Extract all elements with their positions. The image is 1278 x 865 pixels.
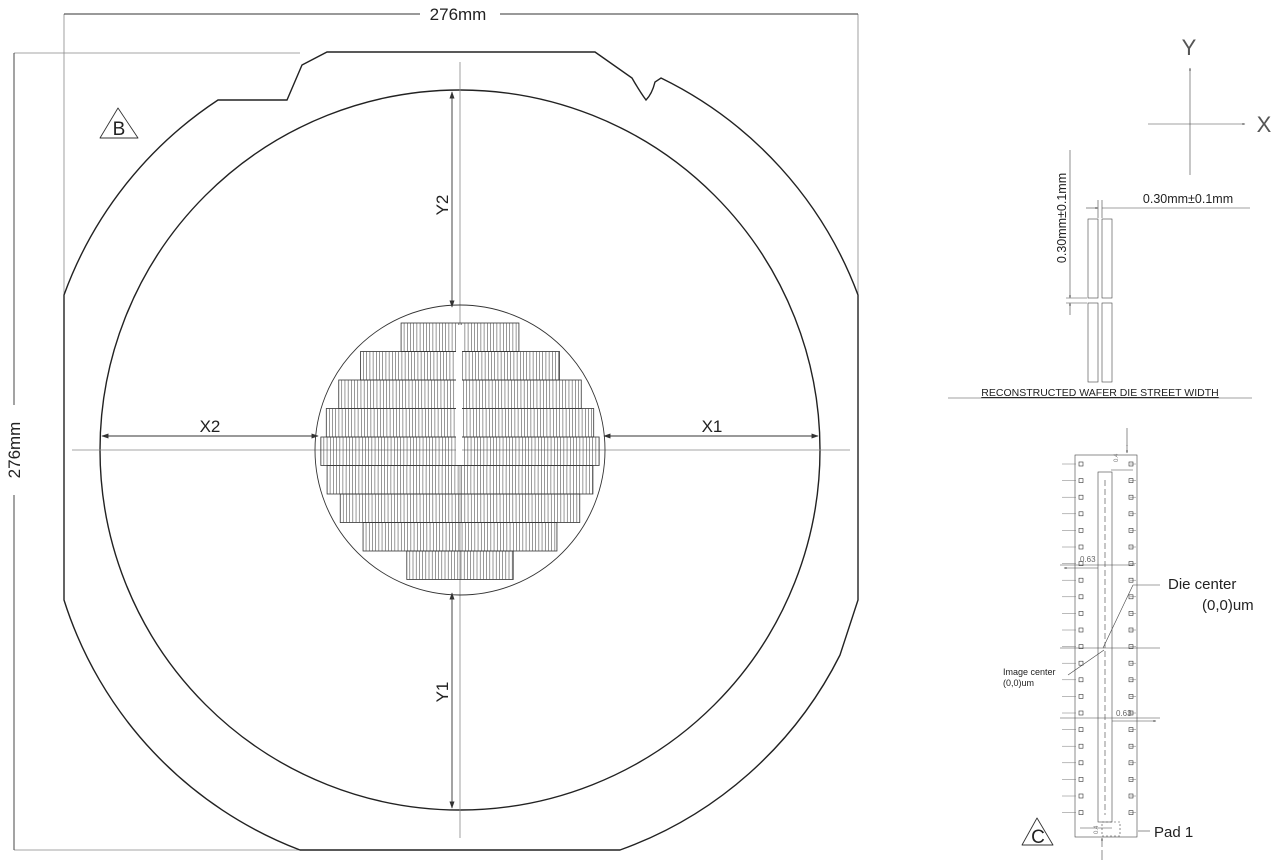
width-dimension-label: 276mm <box>430 5 487 24</box>
street-vertical-dim: 0.30mm±0.1mm <box>1055 173 1069 263</box>
y1-dimension: Y1 <box>433 592 455 809</box>
marker-b-label: B <box>113 119 126 140</box>
street-horizontal-dim: 0.30mm±0.1mm <box>1143 192 1233 206</box>
width-dimension: 276mm <box>63 5 859 300</box>
die-array <box>314 304 606 596</box>
image-center-label-2: (0,0)um <box>1003 678 1034 688</box>
height-dimension: 276mm <box>5 52 300 851</box>
wafer-outline <box>63 51 859 851</box>
y1-label: Y1 <box>433 682 452 703</box>
street-caption: RECONSTRUCTED WAFER DIE STREET WIDTH <box>981 387 1218 399</box>
axes-legend: Y X <box>1148 35 1272 175</box>
x-axis-label: X <box>1257 112 1272 137</box>
x2-dimension: X2 <box>101 417 319 439</box>
dim-right-label: 0.63 <box>1116 709 1132 718</box>
street-width-detail: 0.30mm±0.1mm 0.30mm±0.1mm RECONSTRUCTED … <box>948 150 1252 399</box>
image-center-label-1: Image center <box>1003 667 1056 677</box>
dim-top-label: 0.4 <box>1114 453 1120 462</box>
x1-label: X1 <box>702 417 723 436</box>
y2-label: Y2 <box>433 195 452 216</box>
die-pad-detail: 0.4 0.63 0.63 Die center (0,0)um Image c… <box>1003 428 1254 860</box>
y2-dimension: Y2 <box>433 91 455 308</box>
marker-c-label: C <box>1031 827 1045 848</box>
height-dimension-label: 276mm <box>5 422 24 479</box>
x2-label: X2 <box>200 417 221 436</box>
y-axis-label: Y <box>1182 35 1197 60</box>
dim-bottom-label: 0.4 <box>1094 825 1100 834</box>
die-center-label-2: (0,0)um <box>1202 597 1254 614</box>
die-center-label-1: Die center <box>1168 576 1236 593</box>
x1-dimension: X1 <box>603 417 819 439</box>
marker-b: B <box>99 107 139 140</box>
pad-1-label: Pad 1 <box>1154 824 1193 841</box>
dim-left-label: 0.63 <box>1080 555 1096 564</box>
